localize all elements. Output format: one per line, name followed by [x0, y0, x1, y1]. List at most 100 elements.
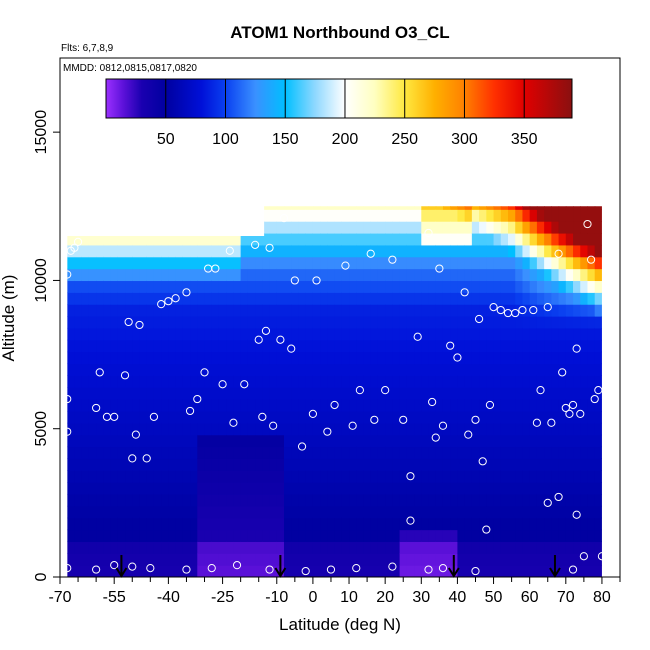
- field-cell: [211, 565, 220, 578]
- data-point: [572, 510, 581, 519]
- field-cell: [67, 387, 76, 400]
- field-cell: [168, 387, 177, 400]
- field-cell: [414, 244, 422, 258]
- field-cell: [74, 458, 83, 471]
- field-cell: [161, 482, 169, 495]
- field-cell: [406, 505, 415, 519]
- field-cell: [298, 206, 307, 210]
- field-cell: [522, 493, 531, 507]
- field-cell: [356, 493, 365, 507]
- field-cell: [442, 206, 451, 210]
- field-cell: [247, 232, 256, 246]
- field-cell: [341, 422, 350, 436]
- field-cell: [175, 553, 184, 566]
- field-cell: [450, 206, 459, 210]
- field-cell: [544, 434, 552, 448]
- field-cell: [493, 387, 502, 400]
- field-cell: [551, 541, 560, 554]
- field-cell: [406, 565, 415, 578]
- field-cell: [320, 339, 328, 353]
- field-cell: [471, 458, 480, 471]
- field-cell: [168, 244, 177, 258]
- field-cell: [204, 244, 213, 258]
- field-cell: [240, 327, 249, 341]
- field-cell: [464, 399, 473, 412]
- field-cell: [334, 375, 343, 388]
- field-cell: [558, 505, 567, 519]
- field-cell: [298, 363, 307, 376]
- field-cell: [399, 505, 408, 519]
- field-cell: [284, 553, 292, 566]
- field-cell: [363, 327, 372, 341]
- field-cell: [291, 470, 300, 483]
- field-cell: [363, 493, 372, 507]
- field-cell: [161, 304, 169, 317]
- field-cell: [442, 232, 451, 246]
- field-cell: [565, 505, 574, 519]
- field-cell: [399, 221, 408, 234]
- field-cell: [276, 505, 285, 519]
- field-cell: [544, 565, 552, 578]
- field-cell: [486, 232, 495, 246]
- field-cell: [276, 292, 285, 305]
- field-cell: [435, 256, 444, 270]
- field-cell: [464, 268, 473, 282]
- field-cell: [421, 363, 430, 376]
- field-cell: [551, 434, 560, 448]
- field-cell: [139, 493, 148, 507]
- field-cell: [182, 458, 191, 471]
- field-cell: [377, 541, 386, 554]
- field-cell: [146, 244, 155, 258]
- field-cell: [551, 206, 560, 210]
- field-cell: [551, 517, 560, 531]
- field-cell: [320, 327, 328, 341]
- field-cell: [493, 410, 502, 424]
- field-cell: [132, 553, 141, 566]
- field-cell: [471, 434, 480, 448]
- field-cell: [168, 541, 177, 554]
- field-cell: [406, 232, 415, 246]
- field-cell: [500, 505, 509, 519]
- field-cell: [139, 434, 148, 448]
- field-cell: [529, 446, 538, 459]
- field-cell: [240, 493, 249, 507]
- field-cell: [226, 422, 235, 436]
- field-cell: [414, 493, 422, 507]
- field-cell: [493, 256, 502, 270]
- field-cell: [211, 256, 220, 270]
- field-cell: [197, 244, 206, 258]
- field-cell: [320, 209, 328, 222]
- field-cell: [486, 399, 495, 412]
- field-cell: [146, 517, 155, 531]
- field-cell: [291, 541, 300, 554]
- field-cell: [349, 232, 357, 246]
- data-point: [543, 498, 552, 507]
- field-cell: [284, 339, 292, 353]
- field-cell: [573, 410, 581, 424]
- field-cell: [175, 565, 184, 578]
- field-cell: [153, 541, 162, 554]
- field-cell: [88, 422, 97, 436]
- field-cell: [370, 209, 379, 222]
- field-cell: [341, 517, 350, 531]
- field-cell: [421, 316, 430, 329]
- field-cell: [536, 268, 545, 282]
- field-cell: [284, 493, 292, 507]
- field-cell: [493, 221, 502, 234]
- data-point: [424, 228, 433, 238]
- field-cell: [247, 565, 256, 578]
- field-cell: [255, 458, 263, 471]
- field-cell: [190, 482, 198, 495]
- field-cell: [262, 209, 271, 222]
- field-cell: [370, 399, 379, 412]
- field-cell: [110, 505, 119, 519]
- field-cell: [305, 422, 314, 436]
- field-cell: [370, 206, 379, 210]
- field-cell: [573, 458, 581, 471]
- field-cell: [544, 316, 552, 329]
- field-cell: [515, 410, 524, 424]
- field-cell: [312, 410, 321, 424]
- field-cell: [218, 470, 227, 483]
- field-cell: [406, 256, 415, 270]
- field-cell: [565, 517, 574, 531]
